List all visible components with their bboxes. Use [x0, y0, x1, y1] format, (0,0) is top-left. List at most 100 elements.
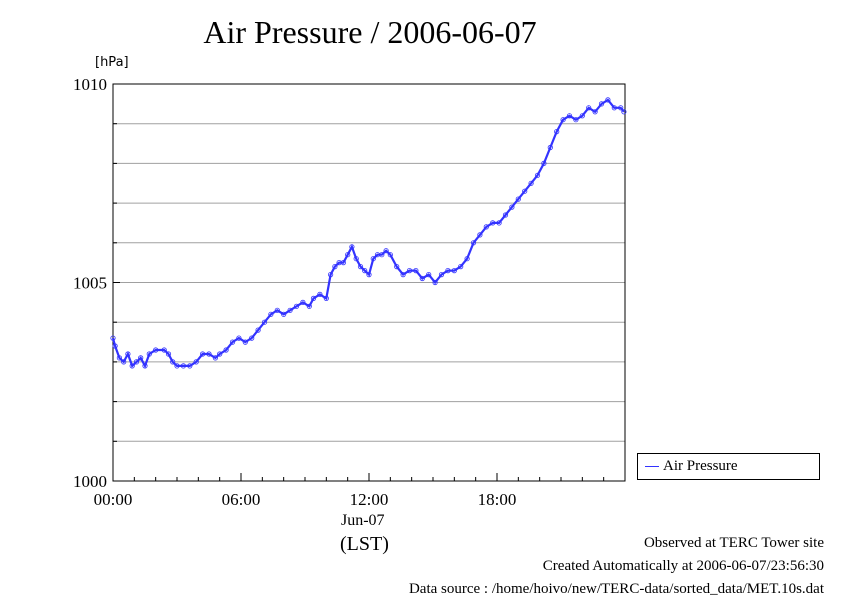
data-point [451, 267, 457, 274]
data-point [370, 256, 376, 262]
created-note: Created Automatically at 2006-06-07/23:5… [542, 558, 824, 574]
legend: Air Pressure [637, 453, 820, 480]
data-point [193, 359, 199, 365]
timezone-label: (LST) [340, 533, 389, 555]
data-point [129, 363, 135, 369]
data-point [287, 307, 293, 313]
chart-title: Air Pressure / 2006-06-07 [203, 14, 537, 50]
data-point [592, 109, 598, 115]
data-point [621, 109, 627, 115]
data-point [400, 271, 406, 278]
data-point [483, 224, 489, 230]
data-point [554, 129, 560, 135]
data-point [121, 359, 127, 365]
data-point [522, 188, 528, 194]
data-point [406, 267, 413, 274]
data-point [200, 351, 206, 357]
data-point [255, 327, 261, 333]
data-point [242, 339, 248, 345]
data-point [327, 271, 334, 278]
data-point [477, 232, 483, 238]
y-tick-label: 1000 [73, 472, 107, 491]
legend-line-swatch [645, 466, 659, 467]
data-point [249, 335, 255, 341]
data-point [180, 363, 186, 369]
y-tick-label: 1005 [73, 274, 107, 293]
data-point [223, 347, 229, 353]
data-point [470, 240, 477, 246]
data-point [528, 180, 534, 186]
data-point [110, 335, 116, 341]
series-line-air-pressure [111, 98, 625, 369]
grid-layer [113, 123, 625, 442]
data-point [116, 355, 123, 361]
data-point [293, 303, 300, 309]
data-point [206, 351, 212, 357]
data-point [586, 105, 592, 111]
data-point [261, 319, 268, 325]
data-point [618, 105, 624, 111]
series-layer [110, 97, 627, 369]
data-point [534, 172, 541, 178]
data-point [547, 144, 553, 151]
data-point [566, 113, 573, 119]
data-point [387, 252, 393, 258]
y-tick-label: 1010 [73, 75, 107, 94]
plot-frame [112, 83, 626, 482]
y-axis-unit-label: [hPa] [95, 55, 129, 70]
data-point [306, 303, 312, 309]
data-point [142, 363, 148, 369]
source-note: Data source : /home/hoivo/new/TERC-data/… [408, 581, 824, 597]
x-tick-label: 18:00 [478, 490, 517, 509]
data-point [496, 220, 502, 226]
data-point [170, 359, 176, 365]
data-point [165, 351, 172, 357]
data-point [579, 113, 585, 119]
data-point [236, 335, 242, 341]
data-point [515, 196, 521, 202]
data-point [340, 259, 346, 266]
data-point [362, 267, 368, 274]
data-point [310, 295, 317, 301]
x-tick-label: 06:00 [222, 490, 261, 509]
data-point [274, 307, 280, 313]
data-point [300, 299, 306, 305]
data-point [383, 248, 389, 254]
data-point [353, 256, 359, 262]
data-point [502, 212, 509, 218]
data-point [217, 351, 223, 357]
data-point [509, 204, 515, 210]
data-point [349, 244, 355, 250]
x-tick-label: 12:00 [350, 490, 389, 509]
data-point [379, 252, 385, 258]
data-point [323, 295, 329, 301]
data-point [317, 291, 323, 297]
data-point [229, 339, 236, 345]
data-point [161, 347, 167, 353]
data-point [611, 105, 617, 111]
data-point [464, 256, 470, 262]
legend-label: Air Pressure [663, 458, 738, 474]
data-point [357, 263, 364, 270]
data-point [490, 220, 496, 226]
data-point [413, 267, 419, 274]
data-point [438, 271, 445, 278]
data-point [541, 160, 547, 166]
observed-note: Observed at TERC Tower site [643, 535, 824, 551]
data-point [419, 275, 425, 282]
data-point [573, 117, 579, 123]
data-point [560, 117, 566, 123]
x-tick-label: 00:00 [94, 490, 133, 509]
data-point [432, 279, 438, 286]
data-point [146, 351, 152, 357]
data-point [174, 363, 180, 369]
data-point [366, 271, 372, 278]
data-point [153, 347, 159, 353]
data-point [345, 252, 351, 258]
data-point [268, 311, 274, 317]
data-point [125, 351, 131, 357]
data-point [394, 263, 400, 270]
data-point [133, 359, 140, 365]
